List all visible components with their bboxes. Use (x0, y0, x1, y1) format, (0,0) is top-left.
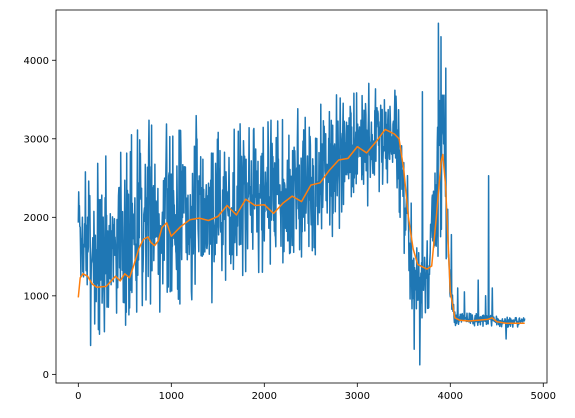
x-tick-label: 3000 (345, 391, 370, 402)
y-tick-label: 3000 (24, 134, 49, 145)
x-tick-label: 0 (75, 391, 81, 402)
plot-layer (77, 22, 526, 366)
x-tick-label: 5000 (531, 391, 556, 402)
axes-frame (55, 9, 548, 384)
y-tick-label: 1000 (24, 291, 49, 302)
series-line-2 (77, 128, 525, 325)
y-tick-label: 2000 (24, 213, 49, 224)
axes-layer: 0 1000 2000 3000 4000 5000 0 1000 2000 3000 4000 (24, 9, 556, 402)
y-tick-label: 0 (43, 370, 49, 381)
series-line-1 (77, 22, 526, 366)
x-tick-label: 1000 (159, 391, 184, 402)
y-tick-label: 4000 (24, 56, 49, 67)
x-tick-label: 2000 (252, 391, 277, 402)
x-tick-label: 4000 (438, 391, 463, 402)
